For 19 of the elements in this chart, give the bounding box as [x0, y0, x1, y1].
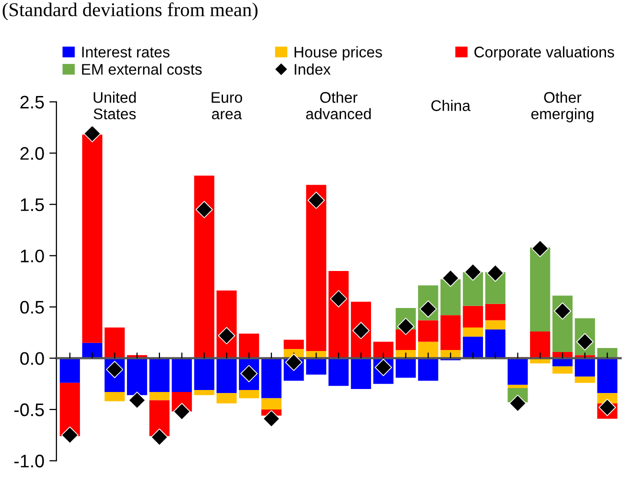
annotation: China — [431, 100, 471, 112]
y-tick-label: 0.0 — [20, 352, 44, 365]
y-tick-label: 1.0 — [20, 250, 44, 262]
legend-label: EM external costs — [82, 64, 202, 75]
legend-label: Index — [294, 64, 331, 75]
y-tick-label: 1.5 — [20, 198, 44, 212]
y-tick-label: 0.5 — [20, 300, 44, 314]
y-tick-label: -0.5 — [14, 403, 44, 416]
legend-label: Interest rates — [82, 46, 170, 58]
legend-label: Corporate valuations — [474, 46, 614, 60]
annotation: Other advanced — [306, 92, 371, 120]
y-tick-label: 2.0 — [20, 147, 44, 160]
annotation: Euro area — [212, 92, 242, 120]
annotation: Other emerging — [531, 92, 594, 122]
y-tick-label: -1.0 — [14, 454, 44, 468]
chart-title: (Standard deviations from mean) — [2, 2, 258, 20]
y-tick-label: 2.5 — [20, 96, 44, 109]
legend-label: House prices — [294, 46, 382, 60]
annotation: United States — [94, 92, 136, 120]
